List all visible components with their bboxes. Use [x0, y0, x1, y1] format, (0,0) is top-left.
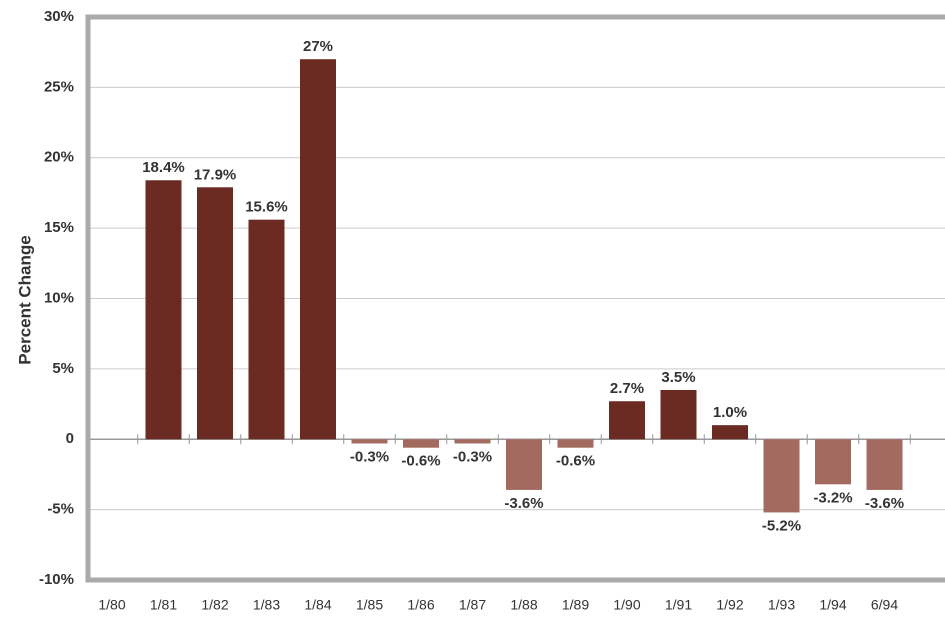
value-label: -0.6% [556, 453, 595, 470]
x-tick-label: 1/93 [768, 597, 795, 613]
value-label: -3.2% [813, 489, 852, 506]
bar [300, 59, 336, 440]
value-label: -5.2% [762, 517, 801, 534]
bar [403, 439, 439, 448]
bar [763, 439, 800, 513]
x-tick-label: 1/84 [304, 597, 331, 613]
x-tick-label: 1/88 [510, 597, 537, 613]
bar [506, 439, 542, 490]
value-label: 3.5% [661, 369, 695, 386]
y-axis-label: Percent Change [15, 235, 34, 364]
y-tick-label: 0 [66, 430, 74, 447]
value-label: -0.6% [401, 453, 440, 470]
x-tick-label: 1/89 [562, 597, 589, 613]
bar [197, 187, 233, 440]
value-label: 17.9% [194, 166, 237, 183]
bar [557, 439, 594, 448]
plot-frame [85, 14, 945, 583]
bar [454, 439, 491, 444]
value-label: -0.3% [453, 448, 492, 465]
bar [609, 401, 645, 440]
x-tick-label: 1/85 [356, 597, 383, 613]
x-tick-label: 6/94 [871, 597, 898, 613]
bar [351, 439, 388, 444]
y-tick-label: 10% [44, 289, 74, 306]
y-tick-label: -5% [47, 501, 74, 518]
x-tick-label: 1/91 [665, 597, 692, 613]
value-label: 18.4% [142, 159, 185, 176]
bar [815, 439, 851, 485]
x-tick-label: 1/82 [201, 597, 228, 613]
value-label: -3.6% [865, 495, 904, 512]
value-label: 2.7% [610, 380, 644, 397]
x-tick-label: 1/87 [459, 597, 486, 613]
bar [660, 389, 697, 440]
value-label: -3.6% [504, 495, 543, 512]
x-tick-label: 1/80 [98, 597, 125, 613]
x-tick-label: 1/83 [253, 597, 280, 613]
y-tick-label: 25% [44, 78, 74, 95]
y-tick-label: 5% [52, 360, 74, 377]
x-tick-label: 1/81 [150, 597, 177, 613]
y-tick-label: 20% [44, 149, 74, 166]
y-tick-label: -10% [39, 571, 74, 588]
bar [248, 219, 285, 440]
x-tick-label: 1/86 [407, 597, 434, 613]
bar [145, 180, 182, 440]
y-tick-label: 15% [44, 219, 74, 236]
bar [712, 425, 748, 440]
value-label: 27% [303, 38, 333, 55]
x-tick-label: 1/92 [716, 597, 743, 613]
bar [866, 439, 903, 490]
x-tick-label: 1/90 [613, 597, 640, 613]
value-label: 15.6% [245, 199, 288, 216]
value-label: 1.0% [713, 404, 747, 421]
y-tick-label: 30% [44, 8, 74, 25]
x-tick-label: 1/94 [819, 597, 846, 613]
value-label: -0.3% [350, 448, 389, 465]
